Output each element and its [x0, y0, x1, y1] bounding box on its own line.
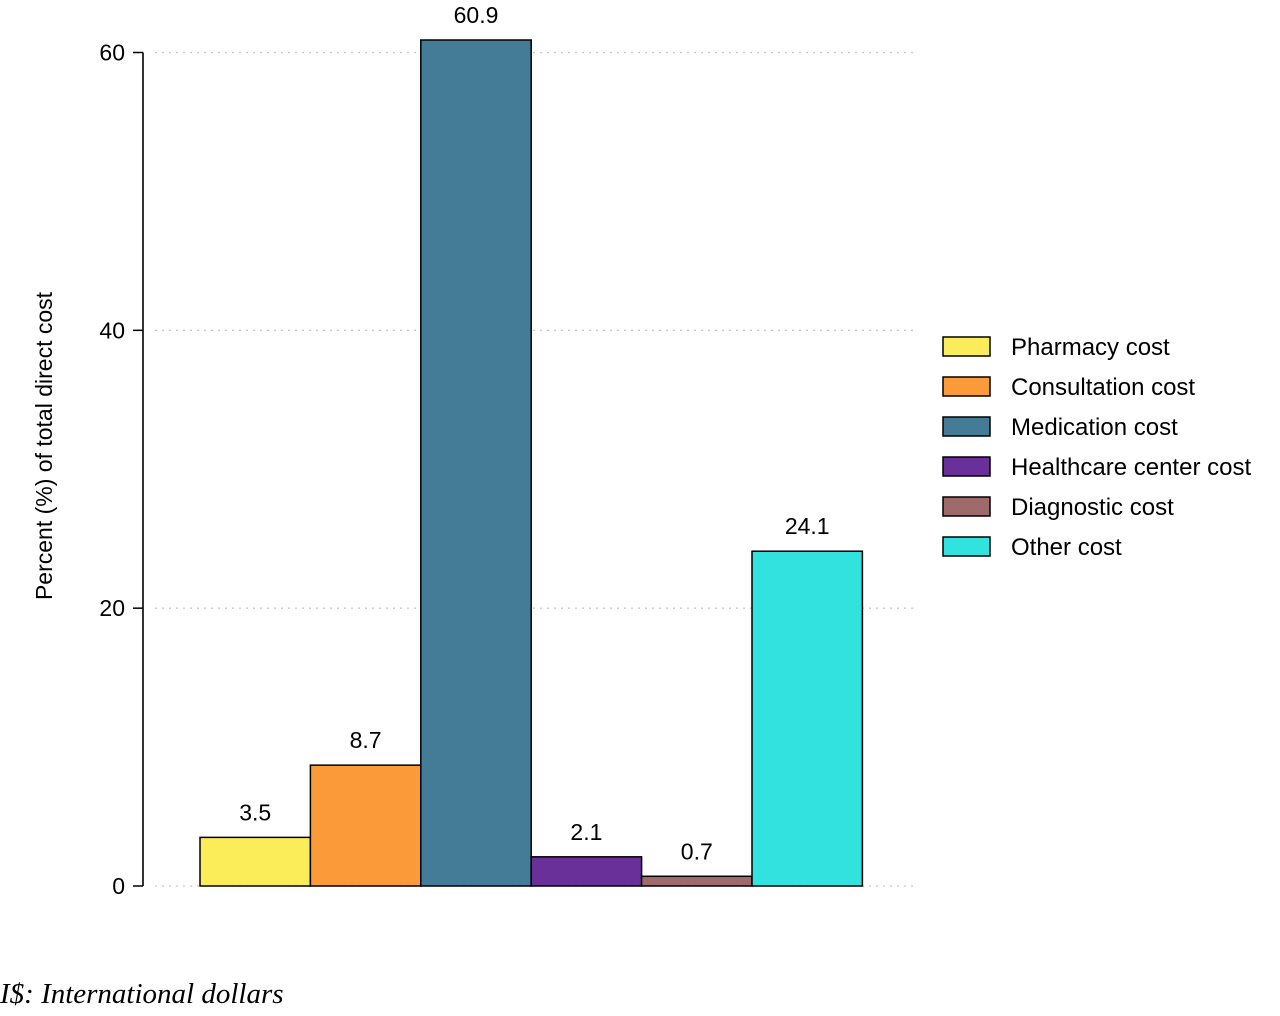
legend-label: Pharmacy cost — [1011, 334, 1170, 361]
bar — [309, 764, 422, 887]
legend: Pharmacy cost Consultation cost Medication… — [942, 334, 1251, 561]
bar — [530, 856, 643, 887]
bar-value-label: 8.7 — [350, 727, 382, 753]
legend-label: Other cost — [1011, 534, 1122, 561]
y-axis: 0 20 40 60 — [99, 40, 144, 899]
y-tick-label: 0 — [112, 873, 125, 899]
legend-swatch — [942, 536, 991, 557]
bar-value-label: 24.1 — [785, 513, 830, 539]
legend-label: Consultation cost — [1011, 374, 1195, 401]
data-labels: 3.5 8.7 60.9 2.1 0.7 24.1 — [239, 2, 829, 864]
legend-swatch — [942, 376, 991, 397]
legend-swatch — [942, 456, 991, 477]
bar-value-label: 2.1 — [570, 819, 602, 845]
bar — [751, 550, 864, 887]
bar-value-label: 0.7 — [681, 838, 713, 864]
footnote: I$: International dollars — [0, 978, 284, 1010]
legend-label: Diagnostic cost — [1011, 494, 1174, 521]
bar — [420, 39, 532, 887]
legend-label: Healthcare center cost — [1011, 454, 1251, 481]
bar-value-label: 3.5 — [239, 799, 271, 825]
bars — [199, 39, 864, 887]
y-tick-label: 20 — [99, 595, 125, 621]
y-axis-label: Percent (%) of total direct cost — [31, 291, 57, 600]
legend-swatch — [942, 336, 991, 357]
legend-swatch — [942, 496, 991, 517]
legend-swatch — [942, 416, 991, 437]
bar-value-label: 60.9 — [454, 2, 499, 28]
bar — [640, 875, 753, 887]
y-tick-label: 40 — [99, 317, 125, 343]
legend-label: Medication cost — [1011, 414, 1178, 441]
bar — [199, 836, 312, 887]
y-tick-label: 60 — [99, 40, 125, 66]
